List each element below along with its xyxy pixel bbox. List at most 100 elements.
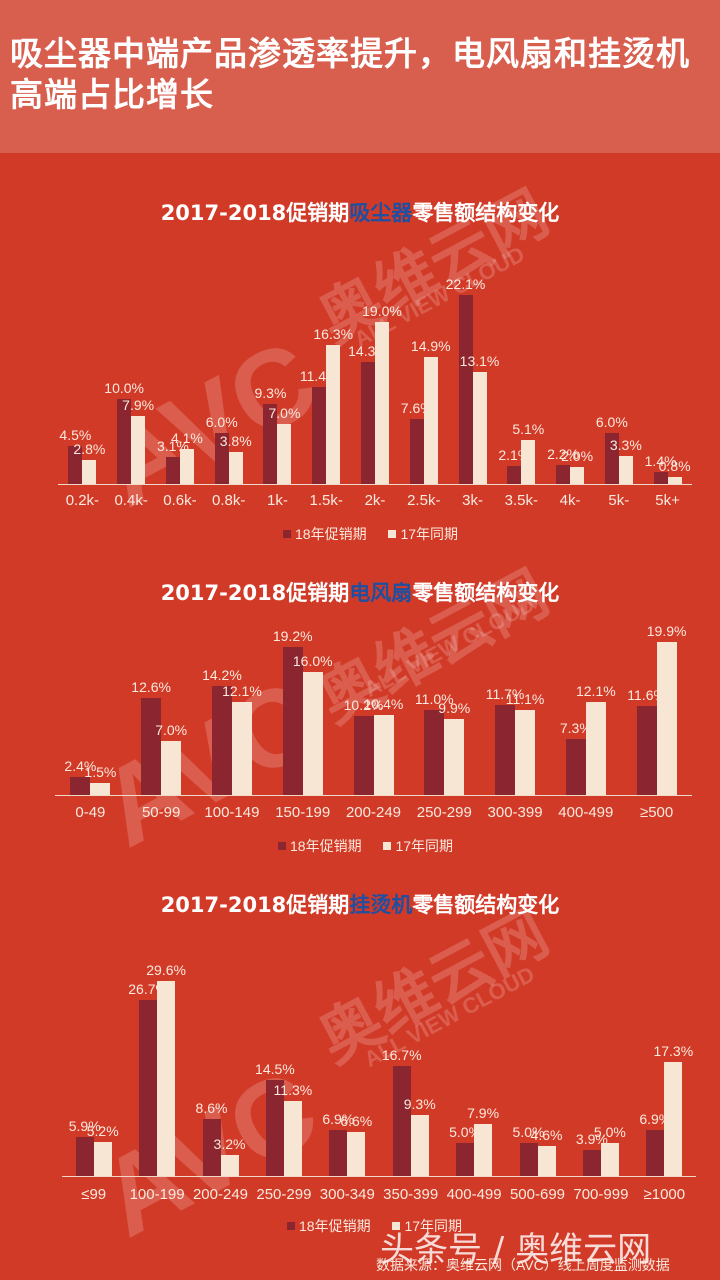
bar-18 bbox=[604, 432, 619, 484]
bar-17 bbox=[373, 714, 394, 795]
category-label: 5k- bbox=[608, 492, 630, 509]
value-label: 4.1% bbox=[170, 429, 203, 446]
category-label: 500-699 bbox=[509, 1186, 566, 1203]
category-label: 300-349 bbox=[319, 1186, 375, 1203]
value-label: 9.9% bbox=[438, 699, 471, 716]
bar-17 bbox=[600, 1143, 619, 1176]
category-label: 300-399 bbox=[487, 804, 543, 821]
bar-17 bbox=[423, 356, 438, 484]
bar-17 bbox=[93, 1141, 112, 1176]
value-label: 16.3% bbox=[313, 325, 354, 342]
value-label: 12.1% bbox=[222, 682, 262, 699]
category-label: 4k- bbox=[559, 492, 581, 509]
value-label: 11.3% bbox=[273, 1082, 313, 1099]
bar-18 bbox=[556, 465, 571, 484]
value-label: 4.6% bbox=[530, 1126, 563, 1143]
value-label: 10.2% bbox=[343, 697, 384, 714]
value-label: 7.0% bbox=[155, 722, 188, 739]
category-label: 0.6k- bbox=[163, 492, 197, 509]
value-label: 2.4% bbox=[64, 757, 97, 774]
value-label: 5.2% bbox=[86, 1122, 119, 1139]
bar-17 bbox=[347, 1132, 366, 1176]
bar-18 bbox=[70, 776, 91, 795]
value-label: 11.7% bbox=[485, 685, 525, 702]
category-label: 200-249 bbox=[345, 804, 402, 821]
legend-swatch-18 bbox=[283, 530, 291, 538]
x-axis-line bbox=[62, 1176, 696, 1177]
value-label: 10.4% bbox=[363, 695, 404, 712]
value-label: 4.5% bbox=[59, 426, 92, 443]
value-label: 7.9% bbox=[467, 1104, 500, 1121]
footer-brand: 头条号 / 奥维云网 bbox=[380, 1230, 652, 1270]
bar-18 bbox=[214, 432, 229, 484]
bar-18 bbox=[646, 1130, 665, 1176]
value-label: 7.3% bbox=[559, 719, 592, 736]
value-label: 11.1% bbox=[505, 690, 545, 707]
bar-17 bbox=[90, 783, 111, 795]
category-label: 150-199 bbox=[275, 804, 331, 821]
category-label: 1k- bbox=[267, 492, 288, 509]
bar-18 bbox=[653, 472, 668, 484]
value-label: 0.8% bbox=[658, 458, 691, 475]
category-label: 2k- bbox=[364, 492, 386, 509]
bar-18 bbox=[165, 457, 180, 484]
bar-18 bbox=[211, 685, 232, 795]
category-label: 0.8k- bbox=[212, 492, 246, 509]
legend-item-17: 17年同期 bbox=[392, 1218, 462, 1234]
category-label: 400-499 bbox=[558, 804, 614, 821]
legend-swatch-18 bbox=[278, 842, 286, 850]
bar-17 bbox=[326, 344, 341, 484]
bar-17 bbox=[283, 1101, 302, 1176]
category-label: 400-499 bbox=[446, 1186, 502, 1203]
legend-item-18: 18年促销期 bbox=[278, 838, 362, 854]
bar-18 bbox=[312, 386, 327, 484]
bar-17 bbox=[515, 709, 536, 795]
value-label: 9.3% bbox=[403, 1095, 436, 1112]
value-label: 19.0% bbox=[362, 302, 402, 319]
value-label: 14.2% bbox=[202, 666, 242, 683]
value-label: 3.2% bbox=[213, 1135, 246, 1152]
header-banner: 吸尘器中端产品渗透率提升，电风扇和挂烫机高端占比增长 bbox=[0, 0, 720, 153]
bar-17 bbox=[537, 1145, 556, 1176]
bar-17 bbox=[656, 641, 677, 795]
category-label: ≤99 bbox=[81, 1186, 107, 1203]
value-label: 2.8% bbox=[73, 441, 106, 458]
bar-18 bbox=[409, 419, 424, 484]
value-label: 5.0% bbox=[449, 1124, 482, 1140]
value-label: 11.6% bbox=[627, 686, 666, 703]
page-title: 吸尘器中端产品渗透率提升，电风扇和挂烫机高端占比增长 bbox=[10, 34, 690, 114]
category-label: 3k- bbox=[462, 492, 483, 509]
category-label: 0-49 bbox=[75, 804, 106, 821]
bar-18 bbox=[141, 697, 162, 795]
data-source-note: 数据来源：奥维云网（AVC）线上周度监测数据 bbox=[376, 1257, 670, 1273]
bar-17 bbox=[472, 371, 487, 484]
value-label: 2.0% bbox=[561, 447, 594, 464]
category-label: 350-399 bbox=[383, 1186, 439, 1203]
chart-legend: 18年促销期 17年同期 bbox=[287, 1216, 480, 1236]
value-label: 2.2% bbox=[547, 446, 580, 463]
bar-17 bbox=[667, 477, 682, 484]
value-label: 7.9% bbox=[122, 397, 155, 414]
x-axis-line bbox=[58, 484, 692, 485]
bar-17 bbox=[474, 1123, 493, 1176]
bar-17 bbox=[131, 416, 146, 484]
bar-17 bbox=[157, 980, 176, 1176]
category-label: 3.5k- bbox=[504, 492, 538, 509]
value-label: 13.1% bbox=[459, 352, 500, 369]
bar-18 bbox=[329, 1130, 348, 1176]
legend-item-18: 18年促销期 bbox=[287, 1218, 371, 1234]
value-label: 14.5% bbox=[255, 1061, 295, 1078]
legend-item-17: 17年同期 bbox=[388, 526, 458, 542]
bar-17 bbox=[179, 448, 194, 484]
category-label: 2.5k- bbox=[407, 492, 441, 509]
value-label: 3.8% bbox=[219, 432, 252, 449]
legend-swatch-17 bbox=[388, 530, 397, 538]
bar-18 bbox=[202, 1119, 221, 1176]
bar-18 bbox=[507, 466, 522, 484]
category-label: ≥1000 bbox=[643, 1186, 686, 1203]
category-label: 100-199 bbox=[129, 1186, 185, 1203]
value-label: 12.1% bbox=[575, 682, 616, 699]
value-label: 1.4% bbox=[644, 453, 677, 470]
value-label: 16.0% bbox=[292, 652, 333, 669]
value-label: 11.0% bbox=[414, 691, 454, 708]
